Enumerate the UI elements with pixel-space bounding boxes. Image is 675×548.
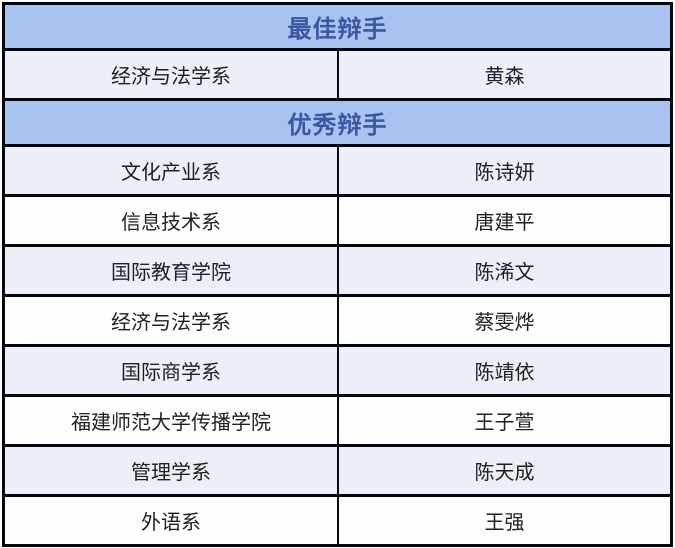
section-header-excellent-debater: 优秀辩手 xyxy=(5,101,670,147)
department-cell: 国际教育学院 xyxy=(5,247,339,294)
table-row: 经济与法学系 蔡雯烨 xyxy=(5,297,670,347)
name-cell: 唐建平 xyxy=(474,212,535,234)
department-cell: 文化产业系 xyxy=(5,147,339,194)
table-row: 信息技术系 唐建平 xyxy=(5,197,670,247)
table-row: 福建师范大学传播学院 王子萱 xyxy=(5,397,670,447)
name-cell: 黄森 xyxy=(484,66,525,88)
table-row: 国际教育学院 陈浠文 xyxy=(5,247,670,297)
department-cell: 信息技术系 xyxy=(5,197,339,244)
name-cell: 王子萱 xyxy=(474,412,535,434)
table-row: 国际商学系 陈靖依 xyxy=(5,347,670,397)
section-header-label: 最佳辩手 xyxy=(287,16,388,43)
table-row: 文化产业系 陈诗妍 xyxy=(5,147,670,197)
department-cell: 福建师范大学传播学院 xyxy=(5,397,339,444)
department-cell: 管理学系 xyxy=(5,447,339,494)
department-cell: 经济与法学系 xyxy=(5,51,339,98)
department-cell: 经济与法学系 xyxy=(5,297,339,344)
name-cell: 陈天成 xyxy=(474,462,535,484)
name-cell: 蔡雯烨 xyxy=(474,312,535,334)
department-cell: 国际商学系 xyxy=(5,347,339,394)
table-row: 管理学系 陈天成 xyxy=(5,447,670,497)
name-cell: 陈诗妍 xyxy=(474,162,535,184)
department-cell: 外语系 xyxy=(5,497,339,544)
table-row: 外语系 王强 xyxy=(5,497,670,544)
table-row: 经济与法学系 黄森 xyxy=(5,51,670,101)
name-cell: 王强 xyxy=(484,512,525,534)
name-cell: 陈浠文 xyxy=(474,262,535,284)
section-header-label: 优秀辩手 xyxy=(287,112,388,139)
name-cell: 陈靖依 xyxy=(474,362,535,384)
section-header-best-debater: 最佳辩手 xyxy=(5,5,670,51)
